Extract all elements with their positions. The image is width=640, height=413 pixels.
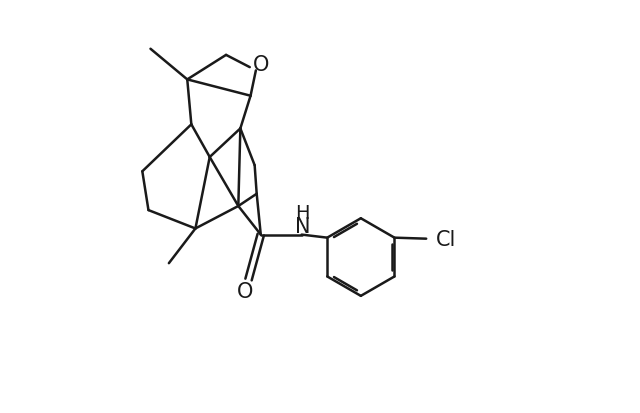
Text: N: N (294, 217, 310, 237)
Text: O: O (237, 281, 253, 301)
Text: H: H (295, 203, 310, 222)
Text: O: O (253, 55, 269, 75)
Text: Cl: Cl (436, 229, 456, 249)
